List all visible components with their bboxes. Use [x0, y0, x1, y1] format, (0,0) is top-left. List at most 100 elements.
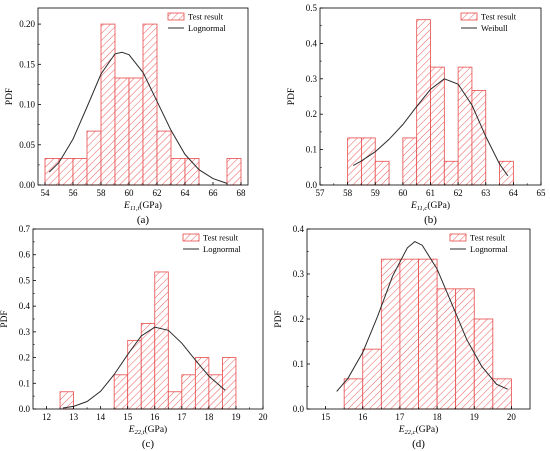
- legend-swatch-histogram: [449, 233, 467, 242]
- x-tick-label: 66: [209, 188, 219, 198]
- histogram-bar: [362, 348, 382, 410]
- x-tick-label: 56: [69, 188, 79, 198]
- histogram-bar: [416, 19, 431, 186]
- histogram-bar: [44, 158, 60, 186]
- y-tick-label: 0.4: [306, 38, 318, 48]
- x-axis-title-symbol: E: [398, 425, 405, 435]
- x-axis-title-subscript: 22,t: [135, 429, 145, 436]
- fit-curve-line: [48, 51, 228, 184]
- y-tick-label: 0.10: [19, 100, 35, 110]
- histogram-bar: [343, 378, 364, 410]
- panel-label: (d): [412, 438, 425, 450]
- x-axis-title-subscript: 11,c: [417, 205, 428, 212]
- y-tick-label: 0.1: [306, 145, 317, 155]
- histogram-bar: [222, 357, 237, 410]
- x-tick-label: 61: [426, 188, 435, 198]
- y-tick-label: 0.0: [19, 404, 31, 414]
- y-tick-label: 0.20: [19, 19, 35, 29]
- y-tick-label: 0.0: [293, 404, 305, 414]
- histogram-bar: [226, 158, 242, 186]
- y-tick-label: 0.15: [19, 59, 35, 69]
- x-tick-label: 16: [150, 412, 160, 422]
- x-tick-label: 64: [181, 188, 191, 198]
- x-tick-label: 20: [259, 412, 269, 422]
- x-tick-label: 15: [123, 412, 133, 422]
- fit-curve-line: [62, 326, 226, 409]
- legend-swatch-histogram: [167, 12, 185, 21]
- panel-label: (b): [424, 214, 437, 226]
- histogram-bar: [167, 391, 183, 410]
- x-tick-label: 57: [316, 188, 326, 198]
- histogram-bar: [100, 23, 116, 186]
- y-axis-title: PDF: [0, 310, 10, 327]
- x-axis-title-symbol: E: [410, 201, 417, 211]
- x-tick-label: 19: [231, 412, 241, 422]
- histogram-bar: [128, 77, 144, 186]
- x-tick-label: 59: [371, 188, 381, 198]
- x-axis-title: E11,c(GPa): [410, 200, 450, 212]
- histogram-bar: [208, 374, 223, 410]
- y-tick-label: 0.5: [306, 3, 318, 13]
- y-tick-label: 0.6: [19, 250, 31, 260]
- x-axis-title-unit: (GPa): [139, 200, 162, 211]
- chart-panel-b: 57 58 59 60 61 62 63 64 65 0.0 0.1 0.2 0.3 0.4 0.5 PDF E…: [287, 3, 546, 226]
- legend-swatch-histogram: [460, 12, 478, 21]
- histogram-bar: [194, 357, 210, 410]
- x-tick-label: 68: [237, 188, 247, 198]
- x-tick-label: 17: [395, 412, 405, 422]
- y-axis-title: PDF: [274, 310, 284, 327]
- histogram-bar: [142, 23, 158, 186]
- histogram-bar: [156, 130, 172, 186]
- histogram-bar: [361, 137, 376, 186]
- histogram-bar: [430, 66, 445, 186]
- x-axis-title-subscript: 11,t: [130, 205, 140, 212]
- y-tick-label: 0.4: [19, 301, 31, 311]
- x-tick-label: 16: [358, 412, 368, 422]
- histogram-bar: [181, 374, 196, 410]
- histogram-bar: [418, 258, 438, 410]
- y-tick-label: 0.5: [19, 275, 31, 285]
- x-axis-title-subscript: 22,c: [405, 429, 416, 436]
- histogram-bar: [374, 160, 390, 186]
- y-axis-title: PDF: [287, 88, 297, 105]
- y-tick-label: 0.1: [293, 359, 304, 369]
- x-axis-title: E11,t(GPa): [123, 200, 162, 212]
- y-tick-label: 0.3: [19, 327, 31, 337]
- x-tick-label: 14: [96, 412, 106, 422]
- x-tick-label: 63: [481, 188, 491, 198]
- x-axis-title: E22,c(GPa): [398, 424, 439, 436]
- histogram-bar: [399, 258, 419, 410]
- histogram-bar: [473, 318, 494, 410]
- y-tick-label: 0.2: [306, 109, 317, 119]
- y-tick-label: 0.7: [19, 224, 31, 234]
- x-tick-label: 19: [470, 412, 480, 422]
- x-tick-label: 58: [97, 188, 107, 198]
- histogram-bar: [443, 160, 459, 186]
- legend-label-curve: Lognormal: [470, 244, 508, 254]
- y-tick-label: 0.2: [19, 353, 30, 363]
- x-tick-label: 18: [204, 412, 214, 422]
- histogram-bar: [86, 130, 102, 186]
- x-axis-title-unit: (GPa): [427, 200, 450, 211]
- legend-label-histogram: Test result: [470, 233, 506, 243]
- x-tick-label: 65: [537, 188, 547, 198]
- legend-label-histogram: Test result: [481, 12, 517, 22]
- histogram-bar: [471, 90, 487, 186]
- chart-panel-c: 12 13 14 15 16 17 18 19 20 0.0 0.1 0.2 0.3 0.4 0.5 0.6 0…: [0, 224, 268, 450]
- x-tick-label: 15: [321, 412, 331, 422]
- x-axis-title-unit: (GPa): [145, 424, 168, 435]
- histogram-bar: [72, 158, 88, 186]
- legend-label-histogram: Test result: [203, 233, 239, 243]
- x-axis-title-unit: (GPa): [416, 424, 439, 435]
- legend-label-histogram: Test result: [188, 12, 224, 22]
- legend-label-curve: Lognormal: [188, 23, 226, 33]
- legend-swatch-histogram: [182, 233, 200, 242]
- y-tick-label: 0.4: [293, 224, 305, 234]
- histogram-bar: [347, 137, 362, 186]
- x-tick-label: 62: [153, 188, 162, 198]
- chart-panel-d: 15 16 17 18 19 20 0.0 0.1 0.2 0.3 0.4 PDF E22,c(GPa)…: [274, 224, 531, 450]
- x-tick-label: 54: [41, 188, 51, 198]
- histogram-bar: [402, 137, 418, 186]
- x-tick-label: 17: [177, 412, 187, 422]
